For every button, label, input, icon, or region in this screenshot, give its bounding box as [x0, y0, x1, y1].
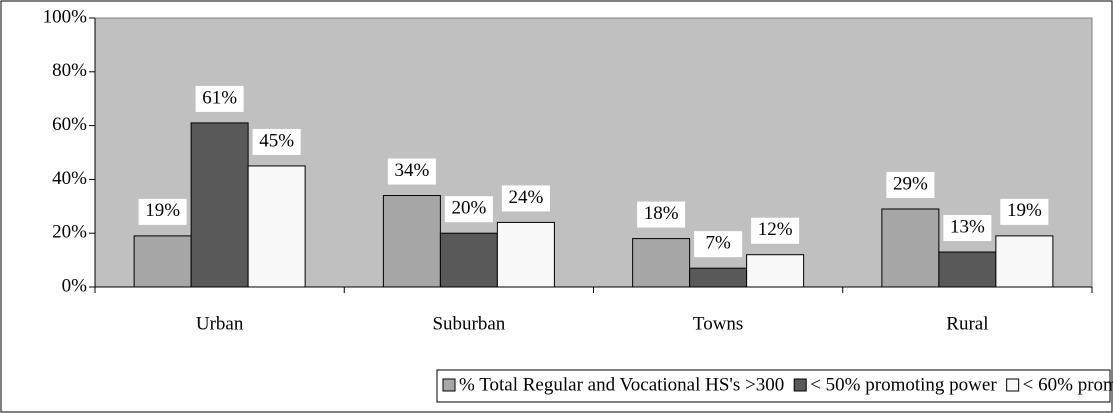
value-label-bg	[252, 128, 301, 155]
value-label: 19%	[1007, 200, 1042, 221]
y-tick-label: 0%	[62, 275, 88, 296]
value-label: 13%	[950, 216, 985, 237]
value-label-bg	[694, 231, 743, 258]
value-label-bg	[501, 185, 550, 212]
bar	[881, 208, 940, 288]
legend	[436, 369, 1111, 403]
bar	[247, 165, 306, 288]
bar	[746, 254, 805, 288]
value-label: 20%	[451, 198, 486, 219]
value-label-bg	[195, 85, 244, 112]
bar	[995, 235, 1054, 288]
value-label-bg	[138, 198, 187, 225]
value-label-bg	[637, 201, 686, 228]
legend-swatch	[793, 378, 807, 392]
value-label: 12%	[758, 219, 793, 240]
bar	[496, 221, 555, 288]
bar	[382, 195, 441, 288]
y-tick-label: 40%	[52, 168, 87, 189]
value-label-bg	[886, 171, 935, 198]
legend-swatch	[442, 378, 456, 392]
value-label-bg	[1000, 198, 1049, 225]
y-tick-label: 60%	[52, 114, 87, 135]
value-label: 29%	[893, 173, 928, 194]
value-label-bg	[943, 215, 992, 242]
legend-swatch	[1006, 378, 1020, 392]
y-tick-label: 100%	[43, 6, 88, 27]
value-label: 18%	[644, 203, 679, 224]
x-tick-label: Towns	[693, 313, 743, 334]
legend-label: < 50% promoting power	[810, 374, 997, 395]
bar	[938, 251, 997, 288]
y-tick-label: 20%	[52, 222, 87, 243]
value-label-bg	[444, 196, 493, 223]
value-label: 45%	[259, 130, 294, 151]
value-label: 34%	[394, 160, 429, 181]
bar	[190, 122, 249, 288]
bar	[133, 235, 192, 288]
value-label: 7%	[705, 233, 731, 254]
bar	[439, 232, 498, 288]
value-label: 61%	[202, 87, 237, 108]
bar	[689, 267, 748, 288]
bar	[632, 238, 691, 288]
value-label-bg	[751, 217, 800, 244]
x-tick-label: Urban	[196, 313, 244, 334]
y-tick-label: 80%	[52, 60, 87, 81]
legend-label: < 60% promoting power	[1023, 374, 1113, 395]
value-label: 19%	[145, 200, 180, 221]
value-label: 24%	[508, 187, 543, 208]
x-tick-label: Suburban	[432, 313, 505, 334]
value-label-bg	[387, 158, 436, 185]
legend-label: % Total Regular and Vocational HS's >300	[459, 374, 784, 395]
x-tick-label: Rural	[946, 313, 988, 334]
